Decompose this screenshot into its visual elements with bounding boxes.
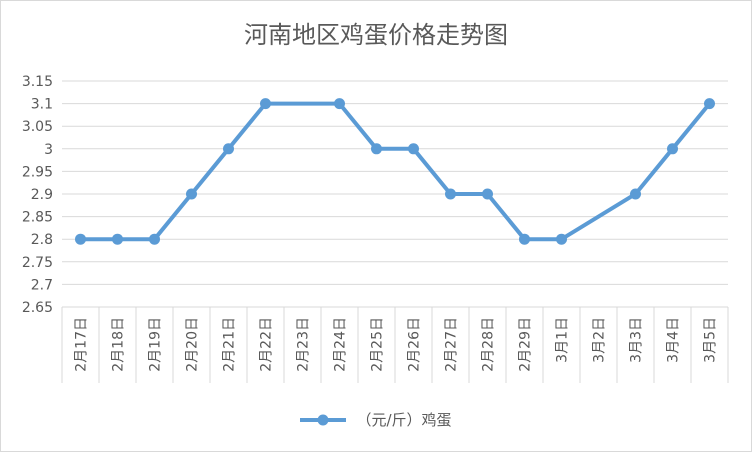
legend: （元/斤）鸡蛋 — [1, 409, 751, 430]
y-tick-label: 3.15 — [22, 74, 53, 90]
y-tick-label: 2.8 — [31, 232, 53, 248]
data-point-3月3日 — [630, 188, 641, 200]
series-line-eggs — [75, 98, 715, 245]
y-tick-label: 2.9 — [31, 187, 53, 203]
x-tick-label: 3月2日 — [592, 317, 608, 363]
data-point-3月5日 — [704, 98, 715, 110]
data-point-2月26日 — [408, 143, 419, 155]
x-tick-label: 2月25日 — [370, 317, 386, 372]
x-tick-label: 2月20日 — [185, 317, 201, 372]
data-point-2月27日 — [445, 188, 456, 200]
data-point-2月28日 — [482, 188, 493, 200]
y-tick-label: 2.7 — [31, 277, 53, 293]
y-tick-label: 3 — [44, 142, 53, 158]
y-tick-label: 2.75 — [22, 255, 53, 271]
x-axis-tick-labels: 2月17日 2月18日 2月19日 2月20日 2月21日 2月22日 2月23日 2月24日… — [74, 317, 719, 372]
series-line — [80, 101, 712, 242]
x-tick-label: 3月4日 — [666, 317, 682, 363]
y-tick-label: 3.1 — [31, 97, 53, 113]
y-tick-label: 2.95 — [22, 164, 53, 180]
x-tick-label: 2月29日 — [518, 317, 534, 372]
data-point-3月1日 — [556, 233, 567, 245]
x-tick-label: 2月23日 — [296, 317, 312, 372]
y-tick-label: 2.65 — [22, 300, 53, 316]
data-point-2月17日 — [75, 233, 86, 245]
gridlines — [61, 80, 729, 383]
x-tick-label: 2月26日 — [407, 317, 423, 372]
x-tick-label: 2月21日 — [222, 317, 238, 372]
x-tick-label: 3月5日 — [703, 317, 719, 363]
data-point-2月18日 — [112, 233, 123, 245]
data-point-2月29日 — [519, 233, 530, 245]
x-tick-label: 3月1日 — [555, 317, 571, 363]
legend-marker-icon — [300, 414, 347, 425]
data-point-2月19日 — [149, 233, 160, 245]
data-point-2月24日 — [334, 98, 345, 110]
x-tick-label: 2月22日 — [259, 317, 275, 372]
data-point-3月4日 — [667, 143, 678, 155]
chart-title: 河南地区鸡蛋价格走势图 — [244, 21, 508, 49]
y-tick-label: 2.85 — [22, 210, 53, 226]
legend-label: （元/斤）鸡蛋 — [356, 411, 452, 429]
x-tick-label: 2月18日 — [111, 317, 127, 372]
x-tick-label: 2月19日 — [148, 317, 164, 372]
y-tick-label: 3.05 — [22, 119, 53, 135]
x-tick-label: 2月28日 — [481, 317, 497, 372]
x-tick-label: 2月27日 — [444, 317, 460, 372]
x-tick-label: 2月24日 — [333, 317, 349, 372]
y-axis-tick-labels: 2.65 2.7 2.75 2.8 2.85 2.9 2.95 3 3.05 3.1 3.15 — [22, 74, 53, 316]
data-point-2月21日 — [223, 143, 234, 155]
data-point-2月22日 — [260, 98, 271, 110]
x-tick-label: 3月3日 — [629, 317, 645, 363]
x-tick-label: 2月17日 — [74, 317, 90, 372]
data-point-2月25日 — [371, 143, 382, 155]
data-point-2月20日 — [186, 188, 197, 200]
